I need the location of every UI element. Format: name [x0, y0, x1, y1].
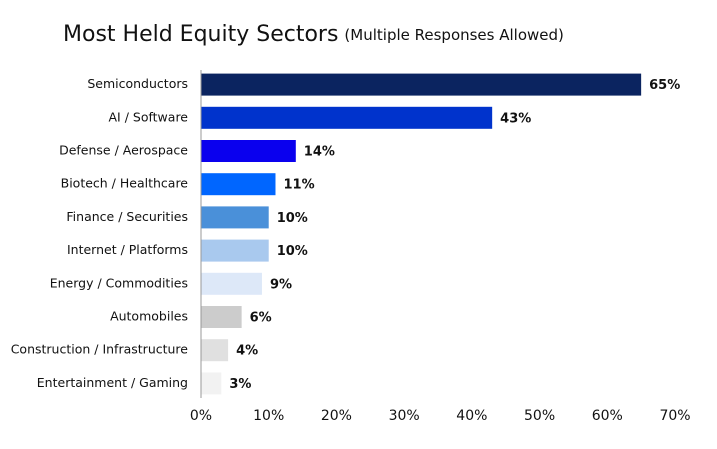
bar [201, 372, 222, 395]
y-tick-label: Biotech / Healthcare [61, 176, 189, 191]
bar [201, 272, 262, 295]
y-tick-label: Internet / Platforms [67, 242, 188, 257]
data-label: 3% [229, 377, 251, 392]
y-tick-label: Defense / Aerospace [59, 143, 188, 158]
chart-subtitle: (Multiple Responses Allowed) [344, 26, 563, 44]
y-tick-label: Semiconductors [87, 76, 188, 91]
x-tick-label: 60% [592, 408, 623, 424]
data-label: 65% [649, 78, 680, 93]
bar [201, 239, 269, 262]
y-tick-label: Entertainment / Gaming [37, 375, 188, 390]
chart-title: Most Held Equity Sectors [63, 22, 338, 47]
data-label: 6% [250, 311, 272, 326]
y-tick-label: Finance / Securities [66, 209, 188, 224]
data-label: 9% [270, 277, 292, 292]
x-tick-label: 30% [389, 408, 420, 424]
y-tick-label: AI / Software [109, 109, 189, 124]
x-tick-label: 50% [524, 408, 555, 424]
data-label: 10% [277, 244, 308, 259]
bar [201, 73, 642, 96]
data-label: 43% [500, 111, 531, 126]
y-tick-label: Energy / Commodities [50, 275, 188, 290]
bar [201, 173, 276, 196]
x-tick-label: 20% [321, 408, 352, 424]
y-tick-label: Construction / Infrastructure [11, 342, 189, 357]
x-tick-label: 0% [190, 408, 212, 424]
bar [201, 306, 242, 328]
data-label: 14% [304, 145, 335, 160]
x-tick-label: 40% [456, 408, 487, 424]
x-tick-label: 70% [659, 408, 690, 424]
bar [201, 206, 269, 229]
bar [201, 339, 229, 362]
bar [201, 140, 296, 162]
bar [201, 106, 493, 129]
data-label: 10% [277, 211, 308, 226]
y-tick-label: Automobiles [110, 309, 188, 324]
chart-title-group: Most Held Equity Sectors (Multiple Respon… [63, 22, 564, 47]
x-tick-label: 10% [253, 408, 284, 424]
data-label: 11% [283, 178, 314, 193]
data-label: 4% [236, 344, 258, 359]
